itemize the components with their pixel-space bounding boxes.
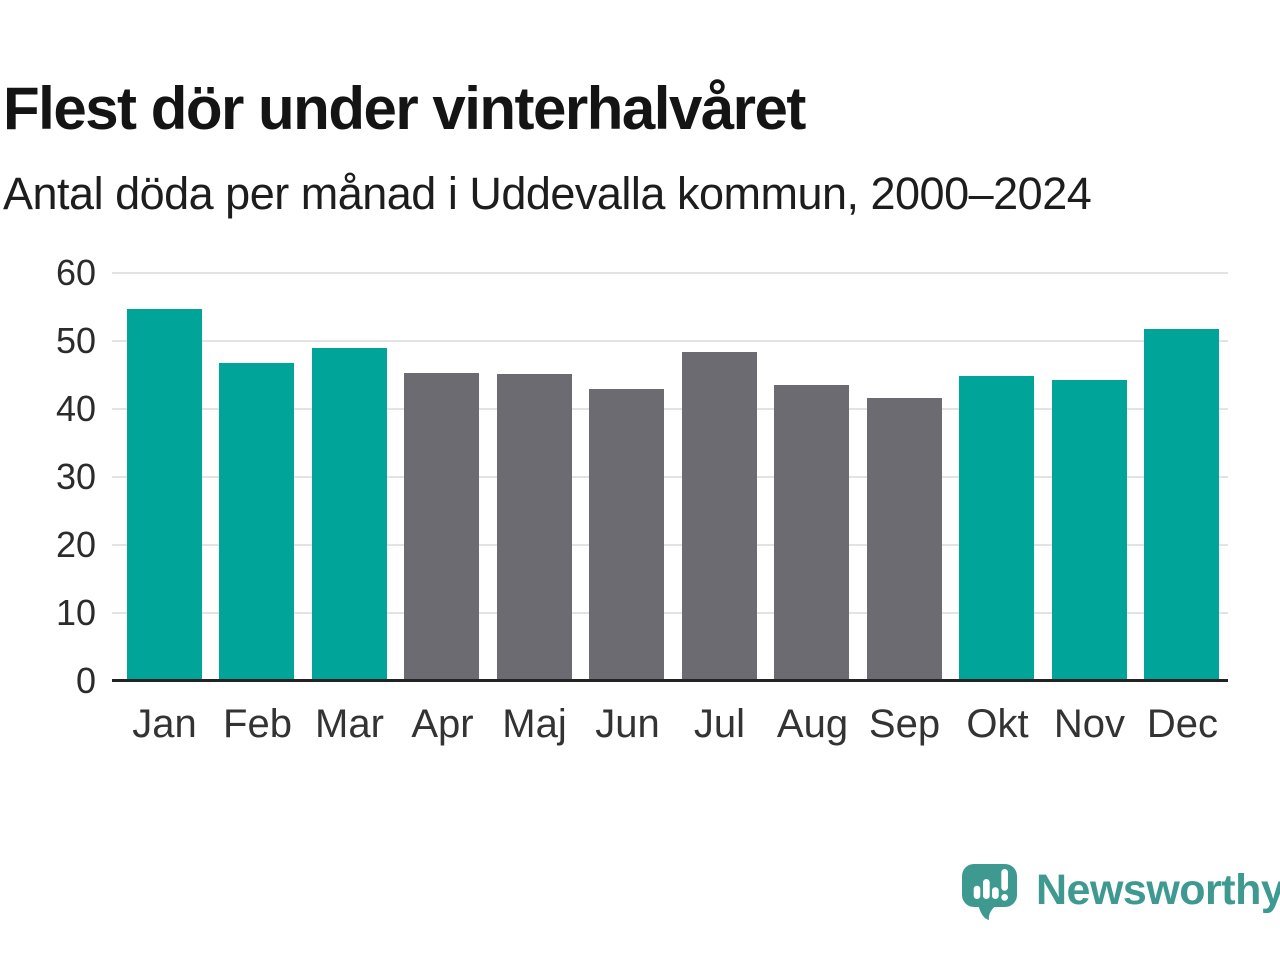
bar-okt [959, 376, 1034, 681]
y-tick-label: 50 [55, 320, 96, 361]
newsworthy-logo-icon [962, 864, 1017, 920]
newsworthy-logo-text: Newsworthy [1036, 865, 1280, 914]
bar-feb [219, 363, 294, 681]
bar-dec [1144, 329, 1219, 681]
gridline-30 [112, 476, 1228, 478]
y-tick-label: 10 [55, 592, 96, 633]
gridline-60 [112, 272, 1228, 274]
bar-jun [589, 389, 664, 681]
bar-mar [312, 348, 387, 681]
bar-maj [497, 374, 572, 681]
bar-chart: 0 10 20 30 40 50 60 Jan Feb Mar Apr Maj Jun Jul Aug Se… [55, 252, 1228, 746]
bar-jan [127, 309, 202, 681]
x-tick-label-feb: Feb [223, 702, 292, 746]
gridline-10 [112, 612, 1228, 614]
bar-aug [774, 385, 849, 681]
branding: Newsworthy [962, 862, 1280, 926]
gridline-20 [112, 544, 1228, 546]
x-tick-label-jun: Jun [595, 702, 660, 746]
x-tick-label-apr: Apr [411, 702, 474, 746]
x-tick-label-jul: Jul [693, 702, 746, 746]
x-tick-label-nov: Nov [1053, 702, 1126, 746]
y-tick-label: 60 [55, 252, 96, 293]
y-tick-label: 0 [75, 660, 96, 701]
bar-nov [1052, 380, 1127, 681]
y-tick-label: 30 [55, 456, 96, 497]
bar-sep [867, 398, 942, 681]
x-tick-label-okt: Okt [966, 702, 1029, 746]
x-tick-label-mar: Mar [315, 702, 384, 746]
x-axis-line [112, 679, 1228, 682]
x-tick-label-sep: Sep [868, 702, 941, 746]
chart-subtitle: Antal döda per månad i Uddevalla kommun,… [3, 168, 1092, 219]
y-tick-label: 20 [55, 524, 96, 565]
page-title: Flest dör under vinterhalvåret [3, 75, 806, 143]
x-tick-label-jan: Jan [132, 702, 197, 746]
x-tick-label-aug: Aug [776, 702, 849, 746]
gridline-40 [112, 408, 1228, 410]
bar-apr [404, 373, 479, 681]
x-tick-label-dec: Dec [1146, 702, 1219, 746]
gridline-50 [112, 340, 1228, 342]
y-tick-label: 40 [55, 388, 96, 429]
bar-jul [682, 352, 757, 681]
x-tick-label-maj: Maj [502, 702, 567, 746]
